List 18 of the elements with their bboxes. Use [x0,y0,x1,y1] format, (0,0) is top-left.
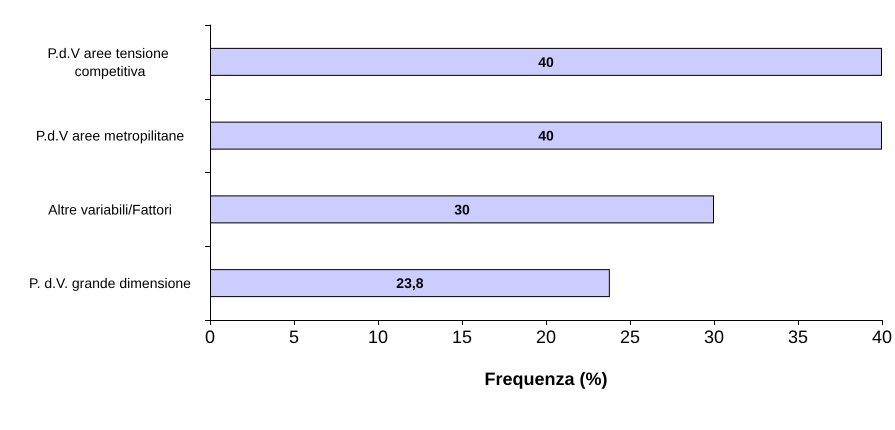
y-tick-label: P.d.V aree tensione competitiva [47,44,173,79]
x-tick-label: 20 [536,327,556,347]
data-label: 30 [454,201,470,218]
x-tick-label: 10 [368,327,388,347]
y-tick-label: Altre variabili/Fattori [48,201,172,218]
y-tick-label: P.d.V aree metropilitane [36,128,184,144]
x-tick-label: 40 [872,327,892,347]
x-tick-label: 35 [788,327,808,347]
data-label: 23,8 [396,275,424,292]
x-tick-label: 30 [704,327,724,347]
y-tick-label: P. d.V. grande dimensione [29,275,192,292]
x-tick-label: 15 [452,327,472,347]
x-tick-label: 25 [620,327,640,347]
data-label: 40 [538,128,554,144]
x-tick-label: 5 [288,327,300,347]
x-axis-title: Frequenza (%) [484,369,608,389]
data-label: 40 [538,54,554,70]
x-tick-label: 0 [204,327,216,347]
